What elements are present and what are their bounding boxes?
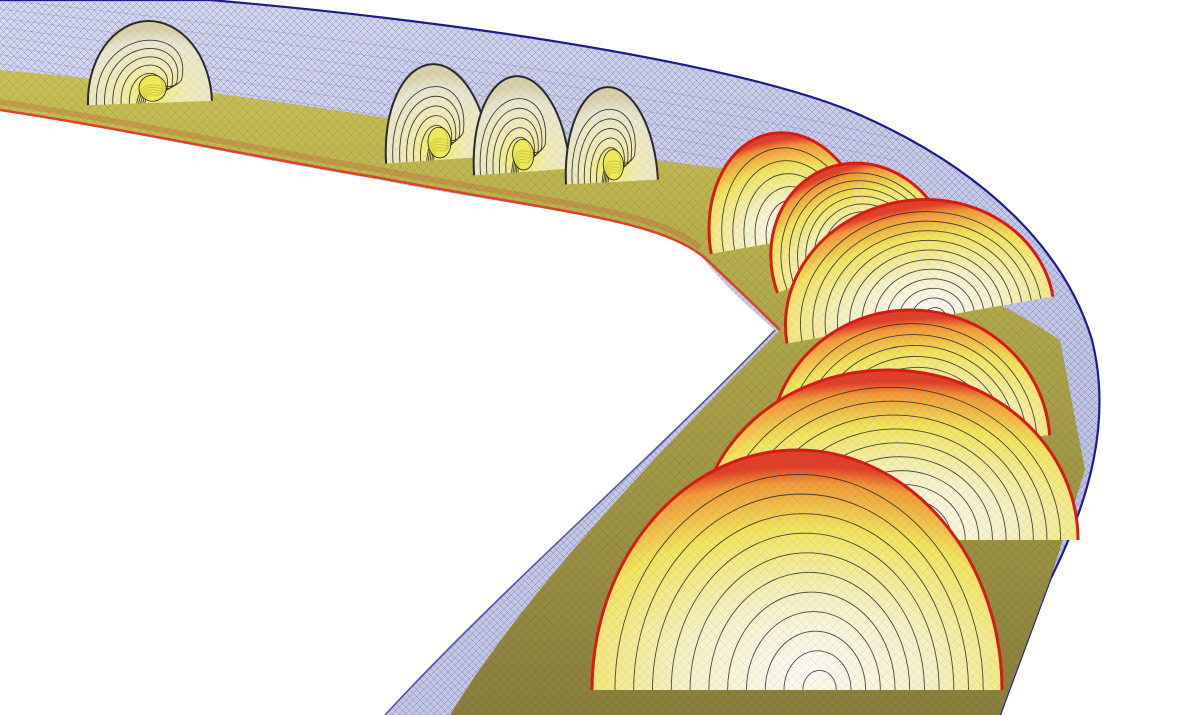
cross-section-2 [384, 63, 491, 164]
contour-line [633, 493, 969, 691]
contour-line [614, 473, 984, 691]
contour-line [886, 278, 975, 326]
contour-line [708, 572, 911, 691]
cross-section-10 [590, 448, 1004, 691]
cross-section-4 [564, 86, 659, 185]
mesh-guide-line [0, 0, 901, 141]
cross-section-3 [472, 75, 571, 176]
contour-line [783, 650, 852, 691]
vortex-core [427, 126, 452, 159]
section-rim [87, 20, 213, 106]
contour-line [802, 670, 837, 691]
contour-line [652, 513, 955, 691]
contour-line [812, 220, 1032, 339]
section-rim [472, 75, 571, 176]
cross-sections [87, 20, 1080, 691]
contour-line [764, 630, 867, 691]
contour-line [849, 249, 1004, 333]
vortex-core [602, 149, 624, 181]
section-rim [768, 308, 1052, 455]
cross-section-7 [783, 198, 1055, 344]
floor-edge [0, 108, 781, 331]
tube-outer-contour [0, 0, 1101, 715]
vortex-core [138, 74, 167, 102]
tube-inner-contour [384, 329, 776, 715]
section-rim [783, 198, 1055, 344]
contour-line [799, 211, 1042, 341]
section-rim [696, 368, 1080, 541]
contour-line [745, 611, 881, 691]
section-rim [769, 161, 948, 294]
contour-line [824, 230, 1023, 337]
cross-section-1 [87, 20, 213, 106]
contour-line [727, 591, 896, 691]
contour-line [836, 239, 1013, 335]
contour-line [670, 532, 940, 691]
contour-line [861, 259, 994, 331]
vortex-core [512, 138, 535, 171]
section-rim [564, 86, 659, 185]
section-rim [590, 448, 1004, 691]
contour-line [873, 268, 985, 329]
contour-line [689, 552, 925, 691]
